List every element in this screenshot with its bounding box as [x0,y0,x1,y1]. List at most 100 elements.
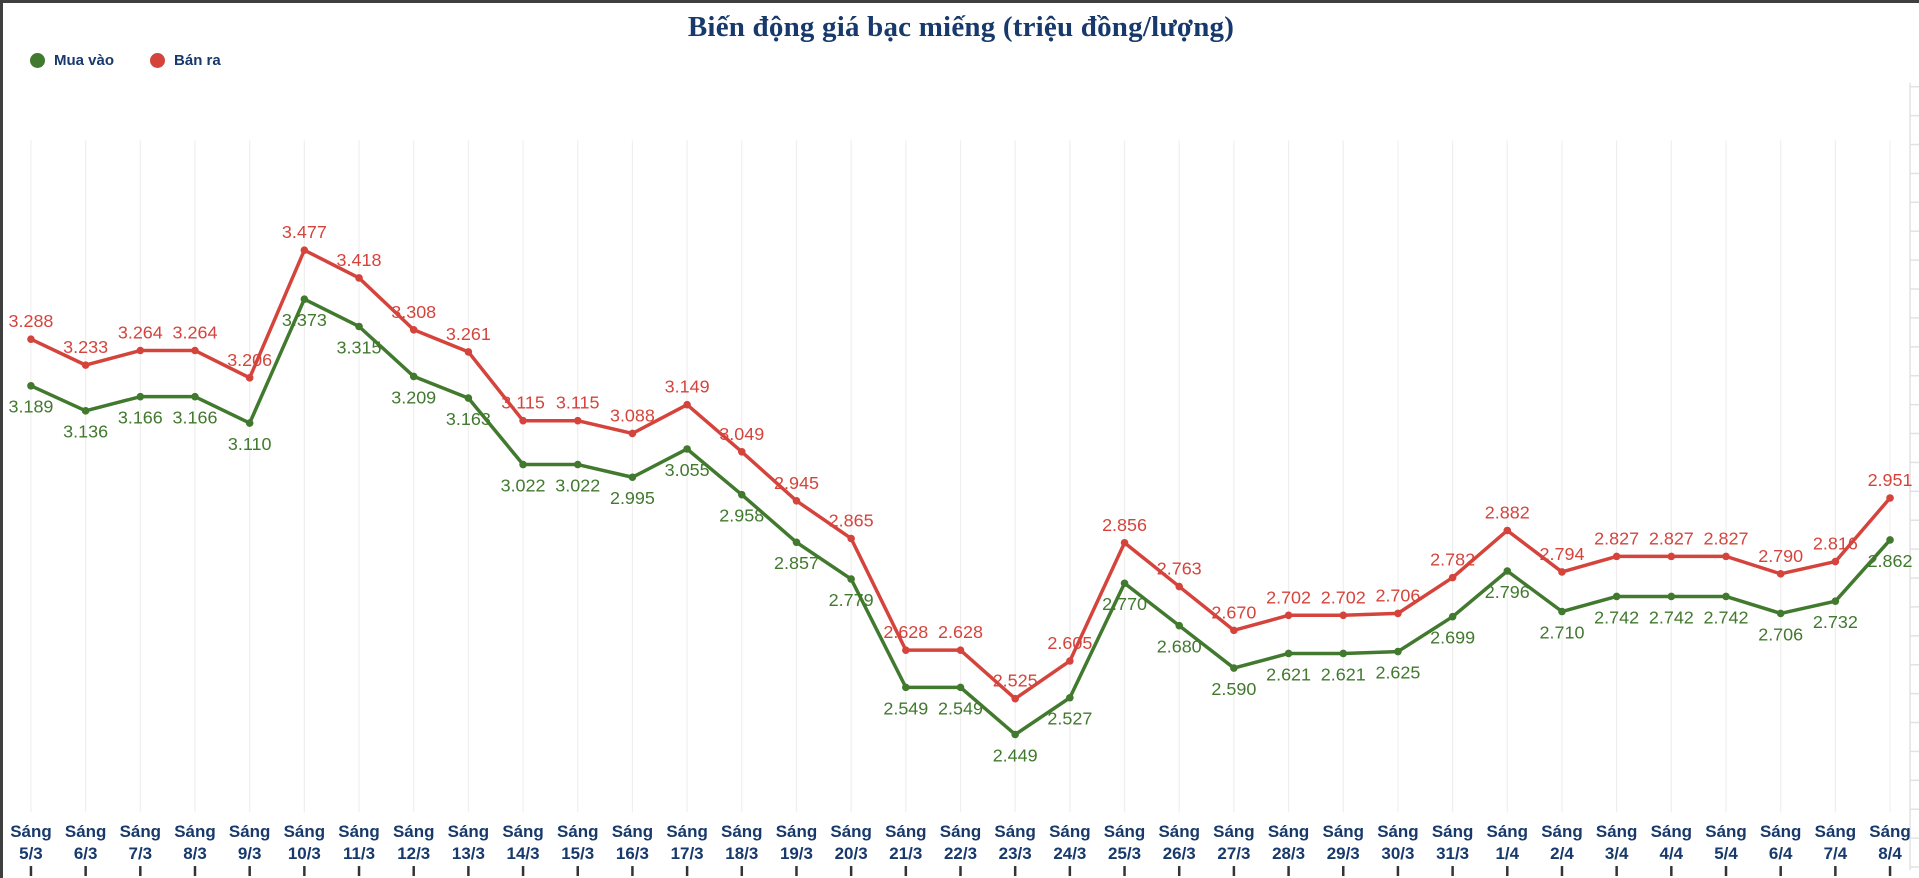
data-point[interactable] [1339,611,1348,620]
data-point[interactable] [902,646,910,654]
value-label: 3.163 [446,409,491,429]
data-point[interactable] [737,490,746,499]
data-point[interactable] [1886,536,1894,544]
data-point[interactable] [1722,592,1730,601]
data-point[interactable] [1120,538,1129,547]
data-point[interactable] [355,274,363,282]
data-point[interactable] [1831,557,1840,566]
data-point[interactable] [1448,612,1457,621]
data-point[interactable] [847,575,855,583]
data-point[interactable] [1175,582,1184,591]
data-point[interactable] [1448,573,1457,582]
x-axis-label-prefix: Sáng [1487,822,1528,841]
data-point[interactable] [464,348,473,356]
data-point[interactable] [1066,693,1074,702]
value-label: 3.166 [118,408,163,428]
value-label: 3.308 [391,302,436,322]
data-point[interactable] [1503,567,1512,575]
x-axis-label-date: 12/3 [397,844,430,863]
x-axis-label-prefix: Sáng [1268,822,1309,841]
data-point[interactable] [1394,609,1402,618]
data-point[interactable] [902,683,910,692]
data-point[interactable] [1011,730,1019,739]
value-label: 3.206 [227,350,272,370]
data-point[interactable] [847,534,855,543]
data-point[interactable] [1558,607,1566,616]
data-point[interactable] [1612,552,1621,561]
data-point[interactable] [683,400,691,409]
data-point[interactable] [136,346,145,355]
data-point[interactable] [737,448,746,456]
data-point[interactable] [792,497,801,505]
legend-item-ban-ra[interactable]: Bán ra [150,52,221,69]
data-point[interactable] [1120,579,1129,588]
chart-title: Biến động giá bạc miếng (triệu đồng/lượn… [687,11,1235,43]
data-point[interactable] [1175,621,1184,630]
data-point[interactable] [1667,552,1676,561]
value-label: 2.770 [1102,594,1147,614]
data-point[interactable] [300,295,309,303]
data-point[interactable] [1284,649,1293,658]
x-axis-label-date: 31/3 [1436,844,1469,863]
x-axis-label-prefix: Sáng [1760,822,1801,841]
value-label: 3.166 [173,408,218,428]
data-point[interactable] [81,407,90,415]
data-point[interactable] [1776,609,1785,618]
data-point[interactable] [245,419,254,427]
data-point[interactable] [27,382,35,390]
data-point[interactable] [573,460,582,469]
data-point[interactable] [683,445,691,453]
value-label: 3.264 [173,323,218,343]
data-point[interactable] [1722,552,1730,561]
data-point[interactable] [245,374,254,382]
data-point[interactable] [573,416,582,425]
data-point[interactable] [1230,626,1238,635]
data-point[interactable] [519,416,527,425]
data-point[interactable] [300,246,309,254]
data-point[interactable] [1066,657,1074,665]
data-point[interactable] [956,646,965,654]
x-axis-label-date: 2/4 [1550,844,1574,863]
data-point[interactable] [27,335,35,343]
data-point[interactable] [355,322,363,331]
value-label: 3.233 [63,337,108,357]
x-axis-label-date: 6/4 [1769,844,1793,863]
data-point[interactable] [464,394,473,402]
data-point[interactable] [956,683,965,692]
price-chart: 3.189 3.136 3.166 3.166 3.110 3.373 3.315 3.209… [8,82,1919,877]
data-point[interactable] [409,325,418,334]
value-label: 3.055 [665,460,710,480]
data-point[interactable] [81,361,90,369]
data-point[interactable] [191,346,199,355]
data-point[interactable] [519,460,527,469]
data-point[interactable] [191,392,199,401]
value-label: 3.149 [665,377,710,397]
data-point[interactable] [1886,494,1894,502]
value-label: 2.527 [1047,709,1092,729]
value-label: 2.796 [1485,582,1530,602]
data-point[interactable] [1230,664,1238,672]
data-point[interactable] [1284,611,1293,620]
data-point[interactable] [628,473,637,482]
data-point[interactable] [136,392,145,401]
data-point[interactable] [1558,568,1566,576]
data-point[interactable] [628,429,637,438]
data-point[interactable] [1394,647,1402,656]
value-label: 3.088 [610,405,655,425]
data-point[interactable] [1667,592,1676,601]
data-point[interactable] [1339,649,1348,658]
value-label: 2.625 [1375,662,1420,682]
x-axis-label-prefix: Sáng [612,822,653,841]
legend-item-mua-vao[interactable]: Mua vào [30,52,114,69]
data-point[interactable] [1831,597,1840,605]
x-axis-label-date: 3/4 [1605,844,1629,863]
data-point[interactable] [1776,570,1785,578]
data-point[interactable] [409,372,418,381]
x-axis-label-date: 10/3 [288,844,321,863]
data-point[interactable] [1612,592,1621,601]
x-axis-label-date: 18/3 [725,844,758,863]
data-point[interactable] [1011,694,1019,703]
value-label: 2.702 [1266,587,1311,607]
data-point[interactable] [792,538,801,547]
data-point[interactable] [1503,526,1512,535]
